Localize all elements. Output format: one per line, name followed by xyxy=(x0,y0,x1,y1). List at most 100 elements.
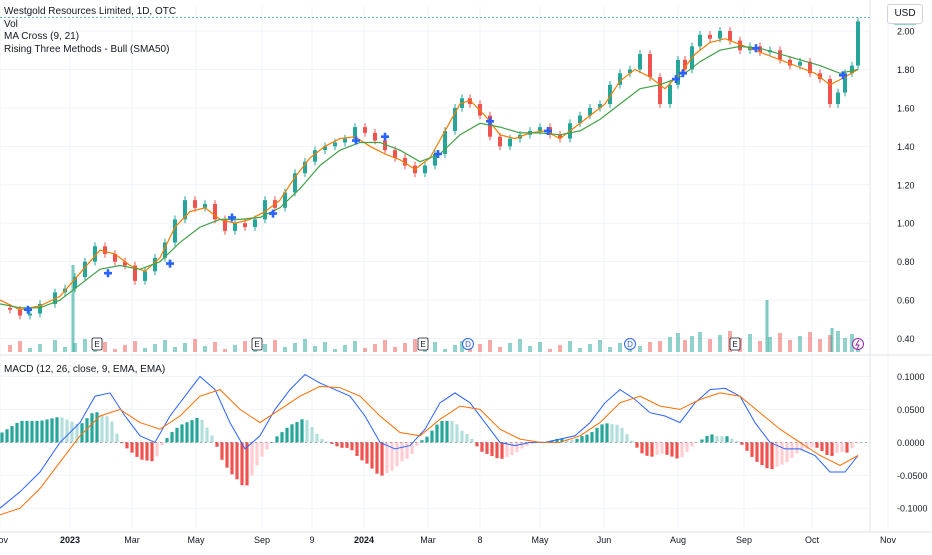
macd-histogram xyxy=(0,412,859,486)
time-tick-label: Sep xyxy=(254,535,270,545)
macd-histogram-bar xyxy=(475,442,479,447)
macd-histogram-bar xyxy=(605,423,609,443)
macd-histogram-bar xyxy=(305,420,309,443)
macd-histogram-bar xyxy=(135,442,139,457)
macd-histogram-bar xyxy=(280,432,284,443)
macd-histogram-bar xyxy=(705,435,709,443)
volume-bar xyxy=(798,336,802,352)
time-tick-label: Nov xyxy=(880,535,897,545)
macd-histogram-bar xyxy=(195,417,199,443)
macd-legend[interactable]: MACD (12, 26, close, 9, EMA, EMA) xyxy=(4,364,166,375)
volume-bar xyxy=(668,337,672,352)
volume-bar xyxy=(38,344,42,352)
candle-body xyxy=(598,104,602,108)
candle-body xyxy=(93,246,97,262)
volume-bar xyxy=(828,335,832,352)
time-tick-label: 2023 xyxy=(60,535,80,545)
macd-tick-label: 0.0000 xyxy=(897,438,925,448)
ma-21-line xyxy=(0,45,859,309)
macd-histogram-bar xyxy=(75,423,79,443)
ma-cross-marker xyxy=(381,132,389,141)
time-tick-label: Oct xyxy=(805,535,820,545)
macd-histogram-bar xyxy=(390,442,394,471)
candle-body xyxy=(843,73,847,93)
macd-histogram-bar xyxy=(210,435,214,443)
candle-body xyxy=(788,59,792,66)
macd-histogram-bar xyxy=(530,442,534,445)
macd-histogram-bar xyxy=(170,432,174,443)
ma-cross-marker xyxy=(544,126,552,135)
volume-bar xyxy=(788,340,792,352)
chart-legend: Westgold Resources Limited, 1D, OTC Vol … xyxy=(4,6,176,56)
macd-histogram-bar xyxy=(560,438,564,443)
candle-body xyxy=(393,150,397,158)
volume-bar xyxy=(478,344,482,352)
macd-histogram-bar xyxy=(255,442,259,466)
macd-histogram-bar xyxy=(90,413,94,443)
volume-bar xyxy=(243,341,247,352)
macd-histogram-bar xyxy=(680,442,684,458)
volume-bar xyxy=(313,346,317,352)
macd-histogram-bar xyxy=(0,432,4,443)
volume-bar xyxy=(363,348,367,352)
macd-histogram-bar xyxy=(420,440,424,443)
candle-body xyxy=(798,61,802,66)
lightning-icon-glyph xyxy=(855,339,860,350)
volume-bar xyxy=(528,346,532,352)
ma-cross-marker xyxy=(679,69,687,78)
candle-body xyxy=(738,40,742,51)
macd-histogram-bar xyxy=(485,442,489,454)
macd-histogram-bar xyxy=(670,442,674,457)
ma-cross-legend[interactable]: MA Cross (9, 21) xyxy=(4,31,80,42)
dividend-marker-label: D xyxy=(627,340,633,349)
candle-body xyxy=(233,223,237,231)
macd-histogram-bar xyxy=(450,420,454,443)
candle-body xyxy=(213,203,217,220)
macd-histogram-bar xyxy=(460,430,464,443)
volume-bar xyxy=(648,342,652,352)
candle-body xyxy=(856,21,860,66)
candle-body xyxy=(558,134,562,139)
ma-cross-marker xyxy=(352,136,360,145)
macd-histogram-bar xyxy=(805,442,809,449)
candle-body xyxy=(658,77,662,105)
candle-body xyxy=(538,127,542,131)
candle-body xyxy=(143,271,147,281)
macd-histogram-bar xyxy=(315,433,319,443)
macd-histogram-bar xyxy=(620,427,624,443)
candle-body xyxy=(183,200,187,220)
macd-histogram-bar xyxy=(495,442,499,459)
macd-histogram-bar xyxy=(830,442,834,457)
macd-histogram-bar xyxy=(5,429,9,443)
volume-bar xyxy=(133,341,137,352)
macd-histogram-bar xyxy=(780,442,784,465)
pattern-legend[interactable]: Rising Three Methods - Bull (SMA50) xyxy=(4,43,170,55)
macd-histogram-bar xyxy=(20,420,24,443)
macd-histogram-bar xyxy=(650,442,654,457)
macd-histogram-bar xyxy=(845,442,849,453)
currency-button[interactable]: USD xyxy=(887,4,923,24)
candle-body xyxy=(28,313,32,316)
symbol-title[interactable]: Westgold Resources Limited, 1D, OTC xyxy=(4,6,177,17)
volume-bar xyxy=(488,340,492,352)
candle-body xyxy=(18,309,22,316)
candle-body xyxy=(163,242,167,258)
volume-bar xyxy=(708,339,712,352)
candle-body xyxy=(133,265,137,281)
macd-histogram-bar xyxy=(590,432,594,443)
macd-histogram-bar xyxy=(600,424,604,443)
time-tick-label: Nov xyxy=(0,535,8,545)
volume-legend[interactable]: Vol xyxy=(4,18,18,30)
macd-histogram-bar xyxy=(160,442,164,446)
macd-histogram-bar xyxy=(835,442,839,453)
volume-bar xyxy=(508,343,512,352)
candle-body xyxy=(223,219,227,231)
candle-body xyxy=(153,257,157,272)
signal-line xyxy=(0,385,859,516)
macd-histogram-bar xyxy=(645,442,649,456)
macd-histogram-bar xyxy=(95,412,99,443)
macd-histogram-bar xyxy=(455,424,459,443)
